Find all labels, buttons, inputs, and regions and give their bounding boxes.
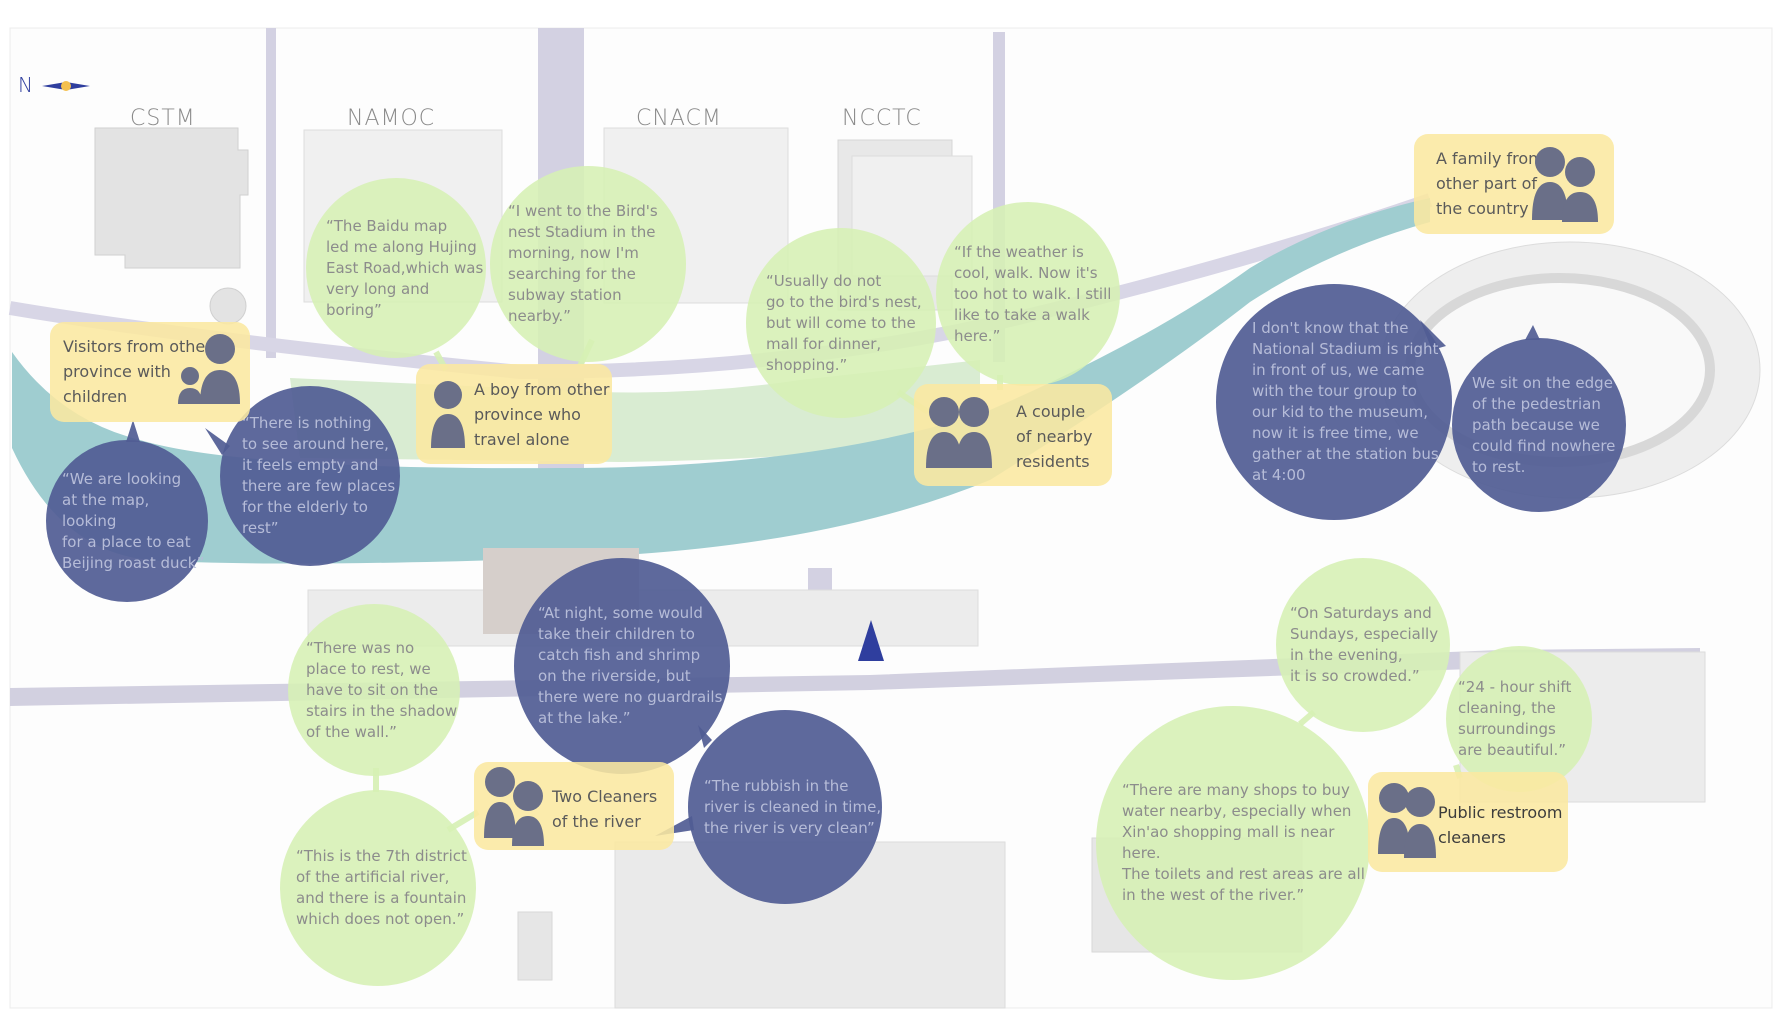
quote-bubble-shops: “There are many shops to buy water nearb… (1096, 706, 1370, 980)
compass-icon (42, 81, 90, 91)
persona-label: Visitors from other province with childr… (63, 337, 212, 406)
compass-letter: N (18, 73, 34, 97)
couple-icon (926, 397, 992, 468)
quote-text: “We are looking at the map, looking for … (62, 469, 205, 572)
quote-text: “On Saturdays and Sundays, especially in… (1290, 604, 1439, 685)
quote-text: “There is nothing to see around here, it… (242, 414, 396, 537)
persona-boy-alone: A boy from other province who travel alo… (416, 364, 612, 464)
building-label-namoc: NAMOC (347, 106, 436, 131)
quote-bubble-birds-nest: “I went to the Bird's nest Stadium in th… (490, 166, 686, 362)
quote-text: We sit on the edge of the pedestrian pat… (1472, 373, 1616, 476)
persona-nearby-couple: A couple of nearby residents (914, 384, 1112, 486)
building-label-ncctc: NCCTC (842, 106, 922, 131)
quote-text: “The rubbish in the river is cleaned in … (704, 776, 882, 837)
persona-label: A boy from other province who travel alo… (474, 380, 610, 449)
quote-text: “There are many shops to buy water nearb… (1122, 781, 1365, 904)
persona-visitors-with-children: Visitors from other province with childr… (50, 322, 250, 422)
quote-bubble-no-rest: “There was no place to rest, we have to … (288, 604, 460, 776)
persona-label: A couple of nearby residents (1016, 402, 1093, 471)
quote-bubble-usually: “Usually do not go to the bird's nest, b… (746, 228, 936, 418)
quote-text: “At night, some would take their childre… (538, 604, 723, 727)
quote-text: “If the weather is cool, walk. Now it's … (954, 242, 1112, 345)
quote-bubble-nothing: “There is nothing to see around here, it… (220, 386, 400, 566)
quote-bubble-saturdays: “On Saturdays and Sundays, especially in… (1276, 558, 1450, 732)
quote-bubble-roast-duck: “We are looking at the map, looking for … (46, 440, 208, 602)
quote-text: “I went to the Bird's nest Stadium in th… (508, 202, 658, 325)
vertical-road (266, 28, 276, 358)
quote-text: “Usually do not go to the bird's nest, b… (766, 271, 922, 374)
quote-bubble-seventh-district: “This is the 7th district of the artific… (280, 790, 476, 986)
quote-bubble-baidu: “The Baidu map led me along Hujing East … (306, 178, 486, 358)
persona-family-other-country: A family from other part of the country (1414, 134, 1614, 234)
quote-text: “24 - hour shift cleaning, the surroundi… (1458, 678, 1572, 759)
persona-restroom-cleaners: Public restroom cleaners (1368, 772, 1568, 872)
pointer (1525, 325, 1540, 340)
cleaners-icon (484, 767, 544, 846)
quote-bubble-rubbish: “The rubbish in the river is cleaned in … (688, 710, 882, 904)
pointer (1420, 320, 1446, 350)
persona-river-cleaners: Two Cleaners of the river (474, 762, 674, 850)
person-icon (431, 381, 465, 448)
building-label-cnacm: CNACM (636, 106, 722, 131)
persona-label: Two Cleaners of the river (552, 787, 658, 831)
location-marker-icon (858, 620, 884, 661)
quote-bubble-national-stadium: I don't know that the National Stadium i… (1216, 284, 1452, 520)
quote-bubble-shift: “24 - hour shift cleaning, the surroundi… (1446, 646, 1592, 792)
pointer (126, 420, 140, 442)
kiosk (517, 911, 553, 981)
quote-bubble-at-night: “At night, some would take their childre… (514, 558, 730, 774)
quote-text: I don't know that the National Stadium i… (1252, 319, 1439, 484)
quote-text: “This is the 7th district of the artific… (296, 847, 467, 928)
quote-bubble-weather: “If the weather is cool, walk. Now it's … (936, 202, 1120, 386)
quote-bubble-pedestrian-edge: We sit on the edge of the pedestrian pat… (1452, 338, 1626, 512)
building-cstm (94, 127, 249, 269)
family-icon (178, 334, 240, 404)
quote-text: “There was no place to rest, we have to … (306, 638, 458, 741)
building-label-cstm: CSTM (130, 106, 196, 131)
cleaners-icon (1378, 783, 1436, 858)
quote-text: “The Baidu map led me along Hujing East … (326, 216, 484, 319)
persona-label: Public restroom cleaners (1438, 803, 1563, 847)
family-icon (1532, 147, 1598, 222)
persona-label: A family from other part of the country (1436, 149, 1544, 218)
